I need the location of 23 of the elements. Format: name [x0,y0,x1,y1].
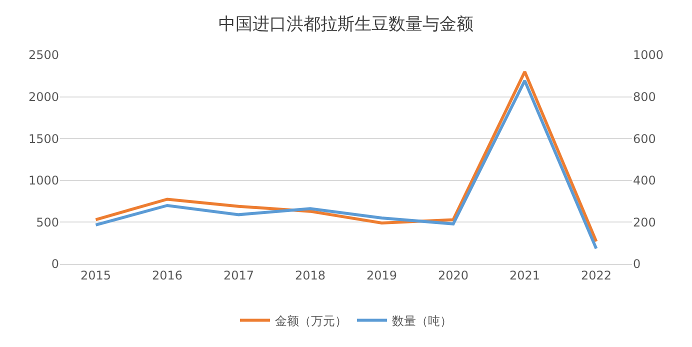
x-tick-label: 2016 [152,268,183,282]
x-tick-label: 2018 [294,268,326,282]
x-tick-label: 2021 [509,268,540,282]
y-tick-label: 1500 [28,132,59,146]
x-tick-label: 2015 [80,268,112,282]
y2-tick-label: 200 [633,215,656,230]
y2-tick-label: 400 [633,174,656,188]
y-tick-label: 0 [51,257,59,272]
y-tick-label: 2000 [28,90,59,104]
y-tick-label: 2500 [28,48,59,62]
y-tick-label: 1000 [28,174,59,188]
y2-tick-label: 0 [633,257,641,272]
x-tick-label: 2019 [366,268,398,282]
x-tick-label: 2020 [438,268,469,282]
y2-tick-label: 1000 [633,48,664,62]
legend-label: 数量（吨） [392,314,452,328]
x-tick-label: 2022 [580,268,612,282]
y2-tick-label: 800 [633,90,656,104]
chart-title: 中国进口洪都拉斯生豆数量与金额 [218,14,474,34]
legend-label: 金额（万元） [275,314,347,328]
y-tick-label: 500 [36,215,59,230]
x-tick-label: 2017 [223,268,254,282]
y2-tick-label: 600 [633,132,656,146]
